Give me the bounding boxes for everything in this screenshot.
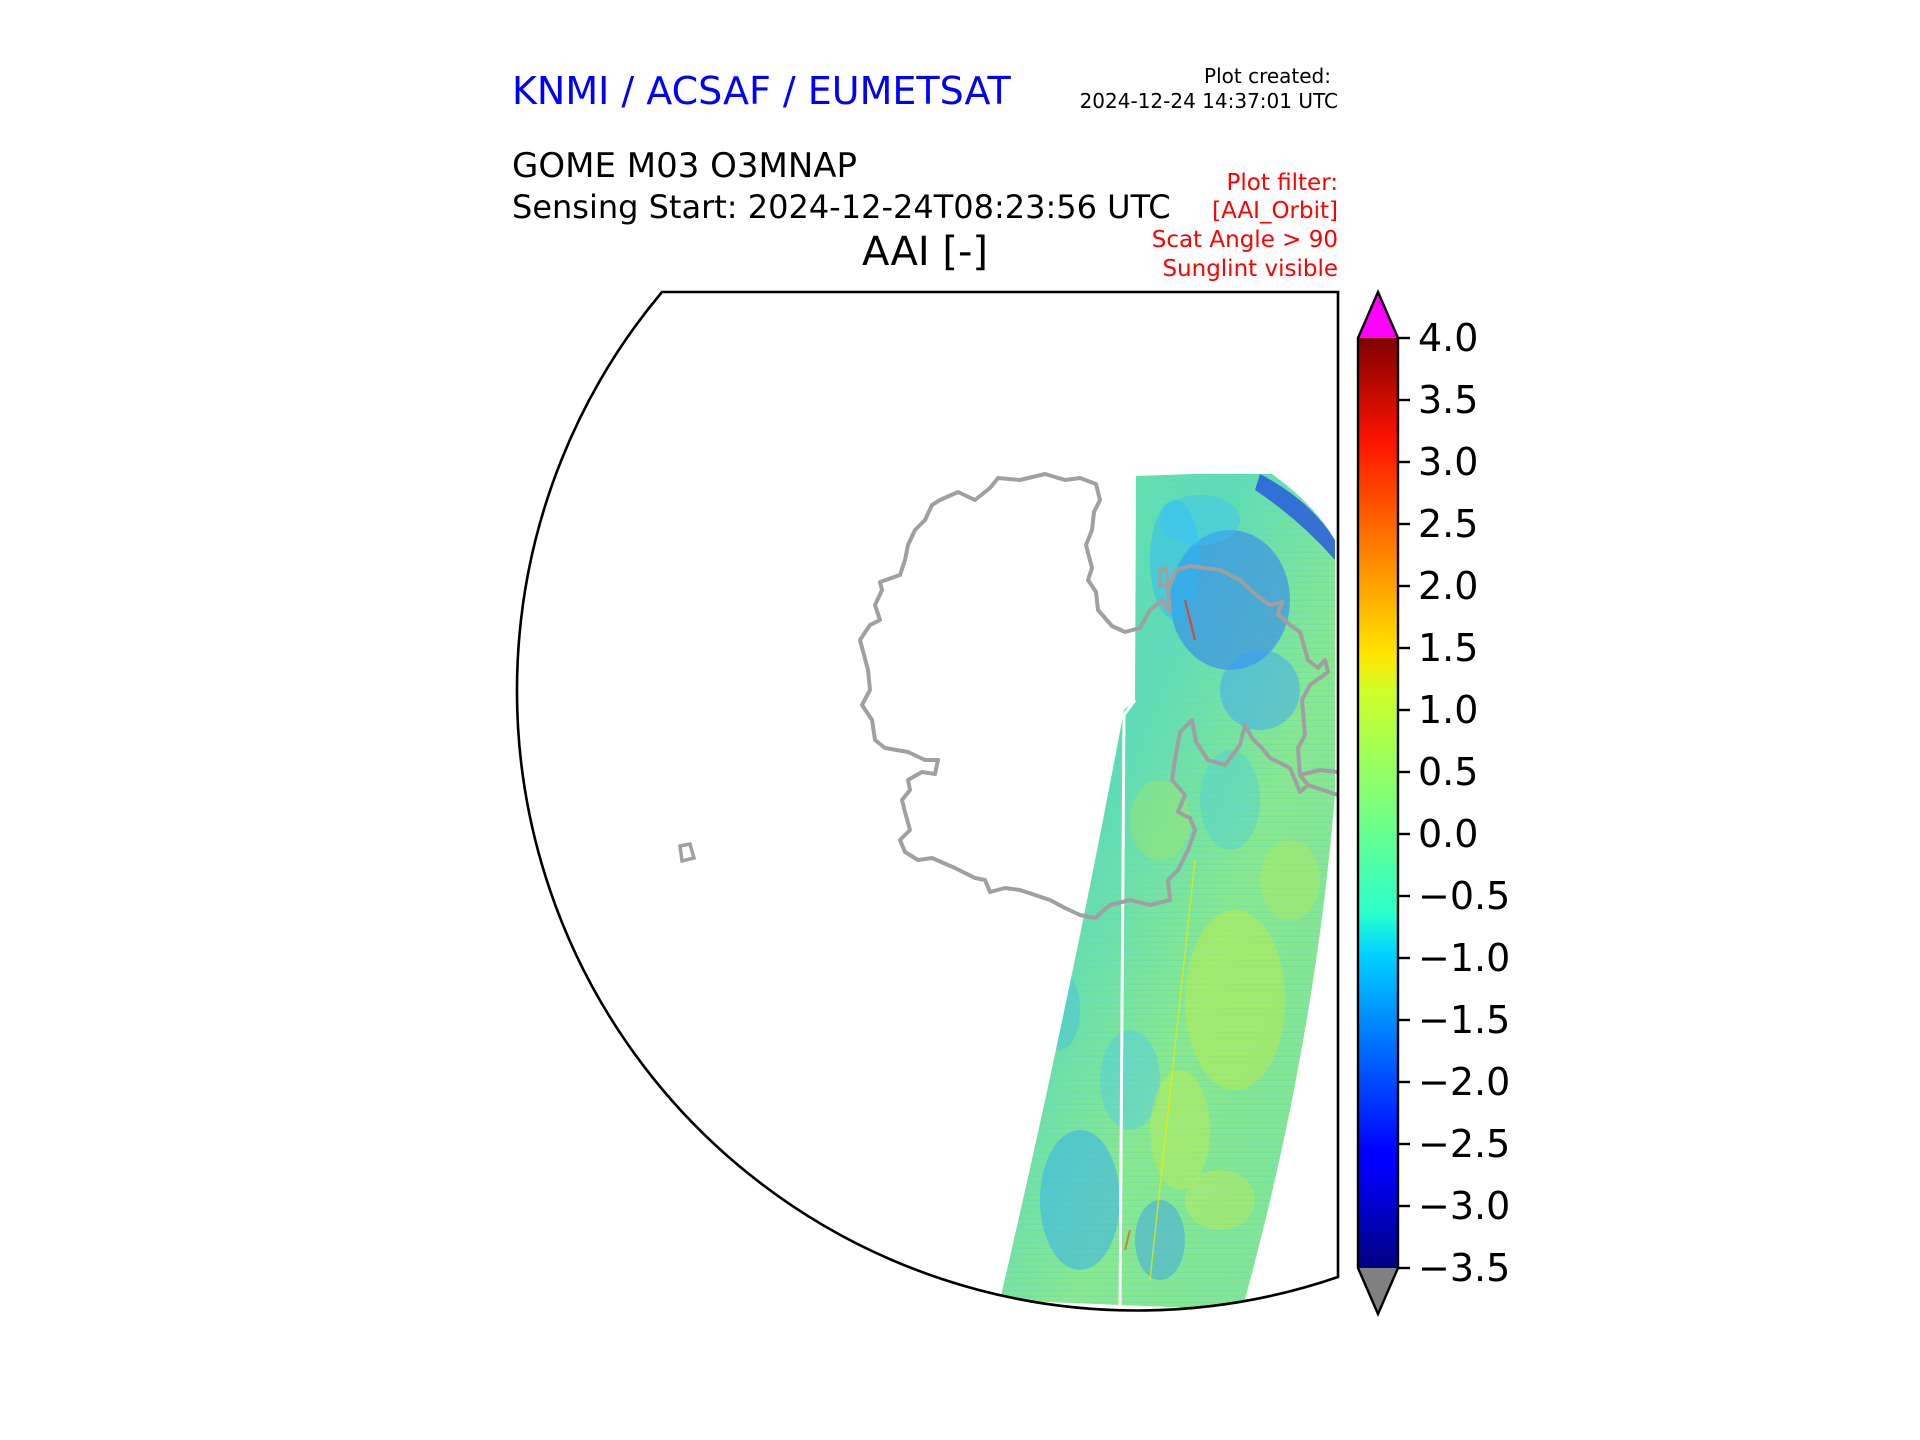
plot-created-label: Plot created: (1204, 64, 1331, 88)
colorbar-tick-label: −3.5 (1418, 1246, 1510, 1290)
plot-created-time: 2024-12-24 14:37:01 UTC (1080, 89, 1338, 113)
colorbar-tick-label: −2.5 (1418, 1122, 1510, 1166)
colorbar-tick-label: −0.5 (1418, 874, 1510, 918)
colorbar-tick-label: −1.0 (1418, 936, 1510, 980)
filter-line: Plot filter: (1226, 170, 1338, 196)
product-name: GOME M03 O3MNAP (512, 146, 857, 186)
filter-line: [AAI_Orbit] (1212, 198, 1338, 224)
plot-filter: Plot filter: [AAI_Orbit] Scat Angle > 90… (1152, 170, 1338, 282)
coastline-small-island (678, 841, 697, 864)
colorbar-tick-label: 0.0 (1418, 812, 1478, 856)
colorbar-tick-label: 2.0 (1418, 564, 1478, 608)
colorbar-tick-label: 0.5 (1418, 750, 1478, 794)
colorbar-tick-label: 4.0 (1418, 316, 1478, 360)
colorbar-ticks: 4.0 3.5 3.0 2.5 2.0 1.5 1.0 0.5 0.0 −0.5 −1.0 −1.5 −… (1398, 316, 1510, 1290)
map-frame (515, 290, 1340, 1312)
filter-line: Sunglint visible (1162, 256, 1338, 282)
sensing-start: Sensing Start: 2024-12-24T08:23:56 UTC (512, 188, 1171, 226)
colorbar: 4.0 3.5 3.0 2.5 2.0 1.5 1.0 0.5 0.0 −0.5 −1.0 −1.5 −… (1356, 288, 1510, 1318)
colorbar-tick-label: 2.5 (1418, 502, 1478, 546)
map-area (678, 472, 1338, 1310)
coastline-peninsula (1299, 767, 1338, 797)
colorbar-under-triangle (1358, 1268, 1398, 1314)
colorbar-tick-label: −3.0 (1418, 1184, 1510, 1228)
colorbar-tick-label: 1.5 (1418, 626, 1478, 670)
chart-title: AAI [-] (862, 229, 988, 275)
colorbar-tick-label: −2.0 (1418, 1060, 1510, 1104)
colorbar-gradient (1358, 338, 1398, 1268)
colorbar-over-triangle (1358, 292, 1398, 338)
colorbar-tick-label: −1.5 (1418, 998, 1510, 1042)
filter-line: Scat Angle > 90 (1152, 227, 1338, 253)
org-title: KNMI / ACSAF / EUMETSAT (512, 69, 1012, 113)
colorbar-tick-label: 1.0 (1418, 688, 1478, 732)
coastline-antarctica (858, 472, 1330, 920)
colorbar-tick-label: 3.0 (1418, 440, 1478, 484)
colorbar-tick-label: 3.5 (1418, 378, 1478, 422)
coastline-island (1158, 565, 1170, 588)
